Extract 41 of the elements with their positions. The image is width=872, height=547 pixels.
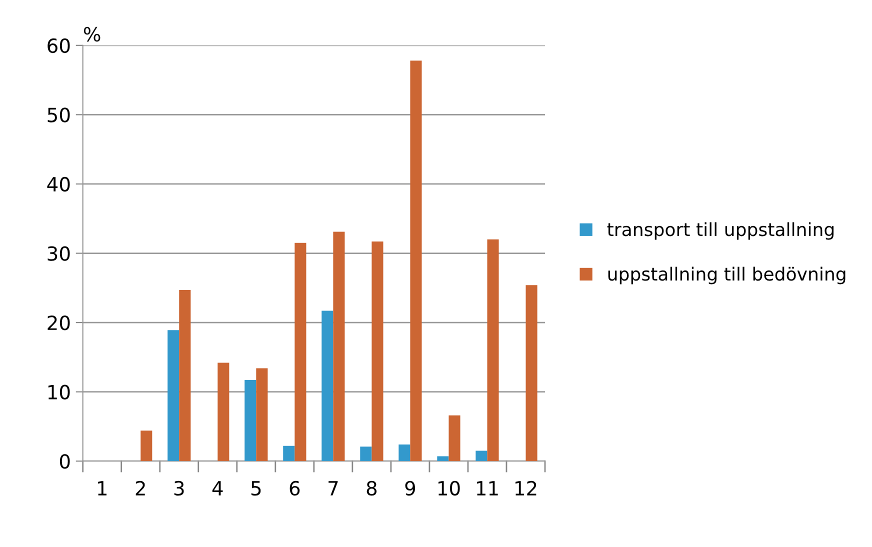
x-tick-label: 3	[174, 480, 184, 496]
bar	[322, 310, 334, 462]
bar	[283, 446, 295, 462]
bar	[140, 430, 152, 462]
bar	[168, 330, 180, 462]
x-tick-label: 7	[328, 481, 338, 496]
bar	[410, 60, 422, 462]
x-tick-label: 2	[136, 480, 145, 496]
bar	[526, 285, 538, 462]
bar	[487, 239, 499, 462]
bar	[333, 232, 345, 462]
x-tick-label: 1	[98, 481, 106, 496]
bar	[360, 446, 372, 462]
bar	[256, 368, 268, 462]
x-tick-label: 10	[438, 480, 460, 496]
y-tick-label: 0	[60, 454, 70, 469]
bar	[372, 241, 384, 462]
y-tick-label: 30	[48, 246, 70, 261]
bar	[448, 415, 460, 462]
y-tick-label: 60	[48, 38, 70, 54]
x-tick-label: 8	[366, 480, 377, 496]
bar	[437, 456, 449, 462]
y-tick-label: 40	[47, 176, 70, 192]
bar	[218, 362, 230, 462]
bar	[294, 242, 306, 462]
legend-label: transport till uppstallning	[607, 222, 834, 240]
y-axis-title: %	[84, 26, 100, 42]
x-tick-label: 12	[516, 480, 536, 496]
legend-label: uppstallning till bedövning	[608, 266, 846, 284]
y-tick-label: 50	[48, 108, 70, 122]
x-tick-label: 6	[290, 480, 300, 496]
x-tick-label: 11	[476, 481, 498, 496]
y-tick-label: 10	[48, 384, 70, 400]
bar	[179, 290, 191, 462]
bar	[476, 450, 488, 462]
bar	[244, 380, 256, 462]
bar	[398, 444, 410, 462]
x-tick-label: 5	[251, 481, 261, 496]
x-tick-label: 9	[405, 480, 416, 496]
y-tick-label: 20	[48, 316, 70, 330]
x-tick-label: 4	[212, 481, 223, 496]
